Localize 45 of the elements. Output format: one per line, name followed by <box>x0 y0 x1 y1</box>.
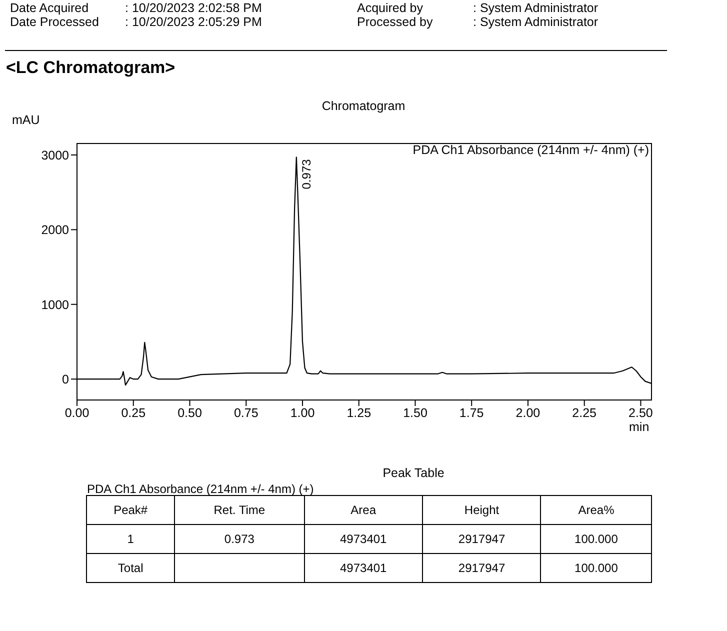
text: : 10/20/2023 2:02:58 PM <box>125 1 262 15</box>
x-tick-label: 1.50 <box>403 406 428 420</box>
text: PDA Ch1 Absorbance (214nm +/- 4nm) (+) <box>87 482 314 496</box>
annotation: PDA Ch1 Absorbance (214nm +/- 4nm) (+) <box>412 143 649 157</box>
text: 4973401 <box>304 554 423 582</box>
x-tick-label: 0.75 <box>234 406 258 420</box>
x-tick-label: 1.00 <box>290 406 315 420</box>
text: 0.973 <box>174 524 304 554</box>
text: Total <box>86 554 175 582</box>
text: Date Acquired <box>10 1 89 15</box>
x-tick-label: 0.00 <box>64 406 90 420</box>
text: Processed by <box>357 15 433 29</box>
text: <LC Chromatogram> <box>6 58 176 78</box>
text: Date Processed <box>10 15 99 29</box>
y-axis-title: mAU <box>12 113 40 127</box>
text: 100.000 <box>540 554 652 582</box>
x-tick-label: 2.25 <box>572 406 597 420</box>
text: 4973401 <box>304 524 423 554</box>
text: Area% <box>540 496 652 524</box>
x-tick-label: 1.75 <box>459 406 484 420</box>
x-tick-label: 0.50 <box>178 406 202 420</box>
y-tick-label: 0 <box>62 372 70 387</box>
x-tick-label: 0.25 <box>121 406 146 420</box>
x-tick-label: 2.50 <box>628 406 653 420</box>
text: 2917947 <box>422 524 541 554</box>
text: : System Administrator <box>473 1 598 15</box>
text: : 10/20/2023 2:05:29 PM <box>125 15 262 29</box>
text: Height <box>422 496 541 524</box>
x-axis-title: min <box>629 420 650 434</box>
text: : System Administrator <box>473 15 598 29</box>
y-tick-label: 1000 <box>41 298 70 312</box>
text: Acquired by <box>357 1 424 15</box>
text: Peak Table <box>382 466 446 480</box>
x-tick-label: 1.25 <box>346 406 372 420</box>
chart-title: Chromatogram <box>320 99 406 113</box>
y-tick-label: 2000 <box>41 223 70 238</box>
text: 100.000 <box>540 524 652 554</box>
x-tick-label: 2.00 <box>516 406 540 420</box>
text: 1 <box>86 524 175 554</box>
annotation: 0.973 <box>299 158 314 190</box>
text: Peak# <box>86 496 175 524</box>
text: 2917947 <box>422 554 541 582</box>
text: Area <box>304 496 423 524</box>
y-tick-label: 3000 <box>41 148 70 162</box>
text: Ret. Time <box>174 496 304 524</box>
